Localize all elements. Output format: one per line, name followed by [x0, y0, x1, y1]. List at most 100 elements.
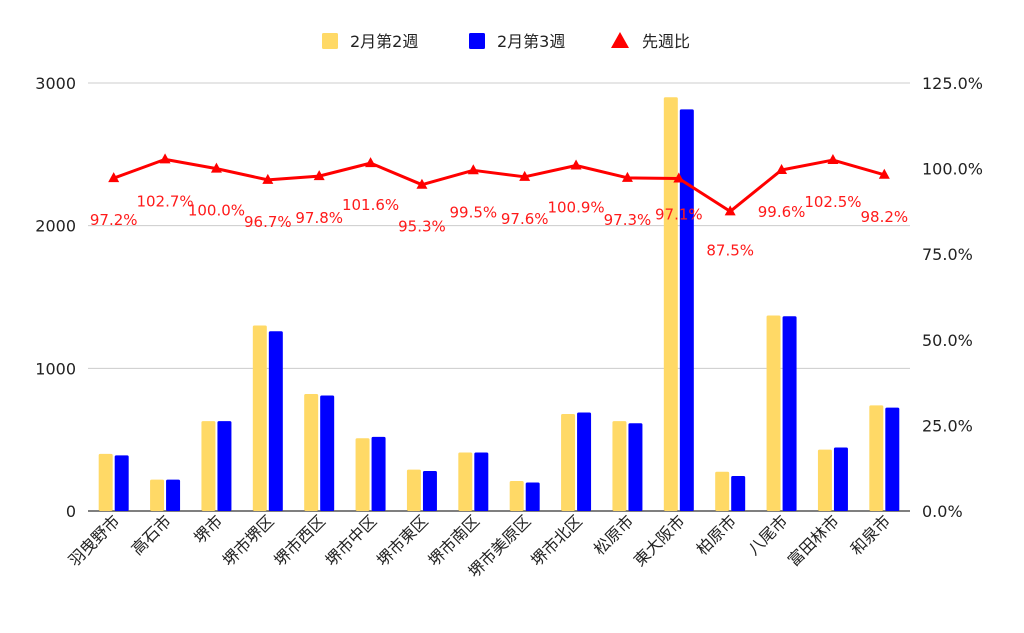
ratio-labels: 97.2%102.7%100.0%96.7% 97.8%101.6%95.3%99… [90, 192, 908, 259]
category-label: 堺市東区 [373, 511, 432, 570]
ratio-data-label: 97.3% [604, 211, 652, 229]
bar-week3 [628, 423, 643, 511]
ratio-data-label: 97.1% [655, 206, 703, 224]
legend-label: 先週比 [642, 32, 690, 51]
ratio-marker [159, 153, 171, 164]
left-axis: 0 1000 2000 3000 [35, 74, 76, 521]
ratio-data-label: 102.5% [804, 193, 861, 211]
category-label: 和泉市 [847, 511, 894, 558]
legend-triangle-marker [611, 32, 629, 48]
ratio-marker [673, 172, 685, 183]
category-label: 高石市 [128, 511, 175, 558]
bar-week3 [525, 482, 540, 511]
ratio-data-label: 97.8% [295, 209, 343, 227]
bar-week3 [474, 452, 489, 511]
category-label: 富田林市 [784, 511, 843, 570]
legend-swatch [322, 33, 338, 49]
ratio-marker [108, 172, 120, 183]
ratio-marker [519, 170, 531, 181]
ratio-data-label: 99.5% [449, 203, 497, 221]
ratio-marker [776, 163, 788, 174]
left-tick-label: 3000 [35, 74, 76, 93]
right-tick-label: 125.0% [922, 74, 983, 93]
category-label: 東大阪市 [630, 511, 689, 570]
category-label: 堺市西区 [270, 511, 329, 570]
ratio-marker [724, 205, 736, 216]
bar-week2 [98, 453, 113, 511]
bar-week3 [320, 395, 335, 511]
bar-week2 [406, 469, 421, 511]
bar-week2 [817, 449, 832, 511]
bar-week3 [731, 476, 746, 511]
category-label: 堺市中区 [322, 511, 381, 570]
right-tick-label: 0.0% [922, 502, 963, 521]
bar-week3 [217, 421, 232, 511]
ratio-marker [467, 164, 479, 175]
bar-week2 [561, 413, 576, 511]
left-tick-label: 1000 [35, 359, 76, 378]
ratio-data-label: 97.6% [501, 210, 549, 228]
bar-week3 [782, 316, 797, 511]
right-tick-label: 100.0% [922, 160, 983, 179]
bar-week2 [869, 405, 884, 511]
bar-week3 [577, 412, 592, 511]
ratio-data-label: 102.7% [136, 192, 193, 210]
ratio-data-label: 95.3% [398, 218, 446, 236]
bar-week3 [371, 436, 386, 511]
right-tick-label: 25.0% [922, 416, 973, 435]
ratio-data-label: 87.5% [706, 241, 754, 259]
left-tick-label: 2000 [35, 217, 76, 236]
bar-week2 [612, 421, 627, 511]
bar-week2 [715, 471, 730, 511]
ratio-data-label: 100.0% [188, 202, 245, 220]
bar-week2 [509, 481, 524, 511]
bar-week2 [304, 394, 319, 511]
legend-label: 2月第3週 [497, 32, 565, 51]
category-label: 堺市北区 [527, 511, 586, 570]
left-tick-label: 0 [66, 502, 76, 521]
bar-week3 [679, 109, 694, 511]
bar-week2 [663, 97, 678, 512]
ratio-marker [827, 154, 839, 165]
ratio-data-label: 96.7% [244, 213, 292, 231]
bar-week2 [201, 421, 216, 511]
ratio-data-label: 98.2% [860, 208, 908, 226]
right-tick-label: 75.0% [922, 245, 973, 264]
ratio-marker [313, 170, 325, 181]
category-label: 柏原市 [693, 511, 740, 558]
bar-week3 [885, 407, 900, 511]
right-tick-label: 50.0% [922, 331, 973, 350]
ratio-marker [210, 162, 222, 173]
ratio-marker [878, 168, 890, 179]
bar-week2 [150, 479, 165, 511]
ratio-data-label: 101.6% [342, 196, 399, 214]
ratio-data-label: 97.2% [90, 211, 138, 229]
ratio-marker [621, 171, 633, 182]
bar-week2 [458, 452, 473, 511]
legend: 2月第2週 2月第3週 先週比 [322, 32, 690, 51]
ratio-marker [262, 173, 274, 184]
legend-swatch [469, 33, 485, 49]
category-label: 松原市 [590, 511, 637, 558]
bar-week3 [833, 447, 848, 511]
bar-week2 [252, 325, 267, 511]
category-label: 八尾市 [744, 511, 791, 558]
ratio-line [108, 153, 890, 216]
ratio-marker [365, 157, 377, 168]
bar-week3 [166, 479, 181, 511]
category-label: 堺市堺区 [219, 511, 278, 570]
bar-week3 [114, 455, 129, 511]
right-axis: 0.0% 25.0% 50.0% 75.0% 100.0% 125.0% [922, 74, 983, 521]
ratio-data-label: 99.6% [758, 203, 806, 221]
ratio-marker [570, 159, 582, 170]
ratio-polyline [113, 157, 885, 213]
ratio-marker [416, 178, 428, 189]
bar-week2 [766, 315, 781, 511]
bars [98, 97, 900, 512]
category-label: 堺市 [190, 511, 226, 547]
bar-week2 [355, 438, 370, 511]
bar-week3 [422, 471, 437, 511]
ratio-data-label: 100.9% [547, 199, 604, 217]
